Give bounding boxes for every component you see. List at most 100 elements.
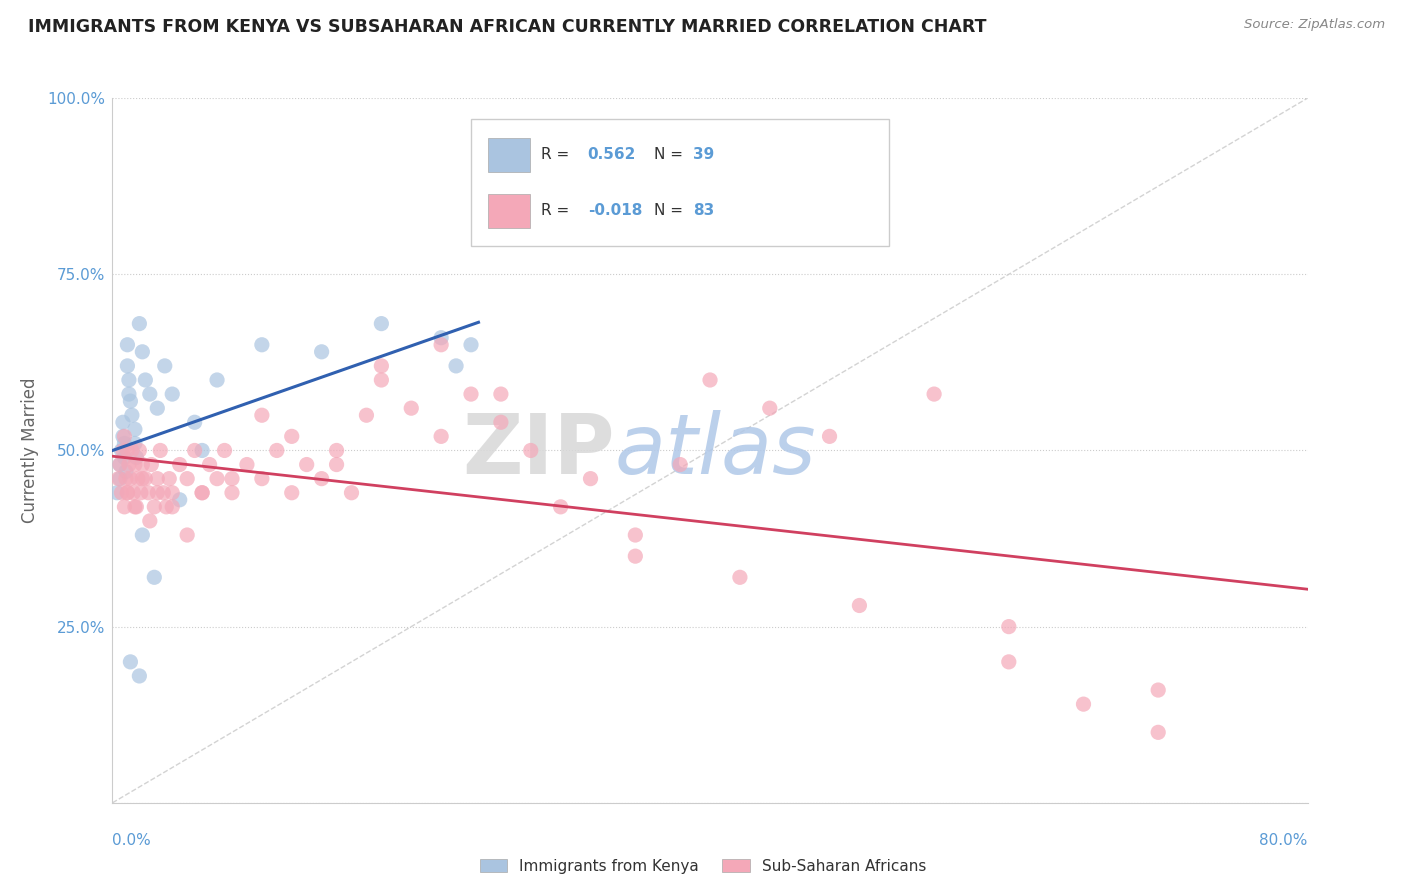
Point (105, 485, 128, 500)
Point (818, 429, 841, 443)
Point (205, 472, 228, 486)
Point (214, 443, 236, 458)
Point (111, 429, 134, 443)
Point (430, 331, 453, 345)
Point (998, 655, 1021, 669)
Point (127, 472, 149, 486)
Point (107, 472, 129, 486)
Point (143, 500, 166, 514)
Point (131, 344, 153, 359)
Point (169, 492, 191, 507)
Point (176, 472, 198, 486)
Point (108, 458, 131, 472)
Point (110, 443, 132, 458)
Point (128, 443, 150, 458)
Point (356, 408, 378, 422)
Point (1073, 697, 1095, 711)
Point (138, 485, 160, 500)
Point (1147, 683, 1170, 698)
Point (118, 458, 141, 472)
Point (460, 337, 482, 351)
Point (759, 401, 782, 416)
Point (124, 422, 146, 436)
Point (183, 443, 205, 458)
Point (550, 500, 572, 514)
Text: 0.562: 0.562 (588, 147, 636, 162)
Text: Source: ZipAtlas.com: Source: ZipAtlas.com (1244, 18, 1385, 31)
Point (124, 458, 146, 472)
Point (120, 472, 142, 486)
Point (117, 443, 139, 458)
Point (370, 373, 392, 387)
Point (121, 443, 143, 458)
Point (110, 485, 132, 500)
Point (624, 528, 647, 542)
Point (153, 359, 176, 373)
Point (325, 443, 347, 458)
Point (1147, 725, 1170, 739)
Text: 39: 39 (693, 147, 714, 162)
Point (125, 450, 148, 465)
Point (121, 408, 143, 422)
Point (120, 394, 142, 409)
Point (325, 458, 347, 472)
Point (114, 450, 135, 465)
Point (340, 485, 363, 500)
Point (221, 485, 243, 500)
Point (134, 373, 156, 387)
Y-axis label: Currently Married: Currently Married (21, 377, 39, 524)
Point (430, 429, 453, 443)
Point (118, 373, 141, 387)
Point (146, 472, 169, 486)
Point (131, 458, 153, 472)
Point (236, 458, 259, 472)
Point (146, 401, 169, 416)
Point (311, 344, 333, 359)
Point (191, 485, 214, 500)
Point (162, 485, 183, 500)
Point (128, 669, 150, 683)
Point (114, 429, 135, 443)
Point (699, 373, 721, 387)
Text: 0.0%: 0.0% (112, 833, 152, 848)
Point (489, 387, 512, 401)
Point (266, 443, 288, 458)
Point (143, 570, 166, 584)
Point (311, 472, 333, 486)
Point (117, 337, 139, 351)
Point (198, 458, 221, 472)
Point (114, 500, 135, 514)
Point (124, 436, 146, 450)
Point (250, 408, 273, 422)
Point (115, 465, 138, 479)
Point (169, 458, 191, 472)
Point (128, 317, 150, 331)
Point (848, 599, 870, 613)
Point (250, 337, 273, 351)
Point (131, 472, 153, 486)
Point (998, 619, 1021, 633)
Point (370, 359, 392, 373)
Point (728, 570, 751, 584)
Point (370, 317, 392, 331)
Point (124, 500, 146, 514)
Text: R =: R = (541, 203, 575, 218)
Point (141, 458, 163, 472)
Point (157, 472, 180, 486)
Point (489, 415, 512, 429)
Point (460, 387, 482, 401)
Point (162, 387, 183, 401)
Point (125, 500, 148, 514)
Text: N =: N = (654, 147, 688, 162)
Point (430, 337, 453, 351)
Point (117, 359, 139, 373)
Point (155, 500, 177, 514)
Point (922, 387, 945, 401)
Point (444, 359, 467, 373)
Text: 80.0%: 80.0% (1260, 833, 1308, 848)
Point (114, 436, 135, 450)
Text: N =: N = (654, 203, 688, 218)
Point (221, 472, 243, 486)
Legend: Immigrants from Kenya, Sub-Saharan Africans: Immigrants from Kenya, Sub-Saharan Afric… (474, 853, 932, 880)
Text: ZIP: ZIP (463, 410, 614, 491)
